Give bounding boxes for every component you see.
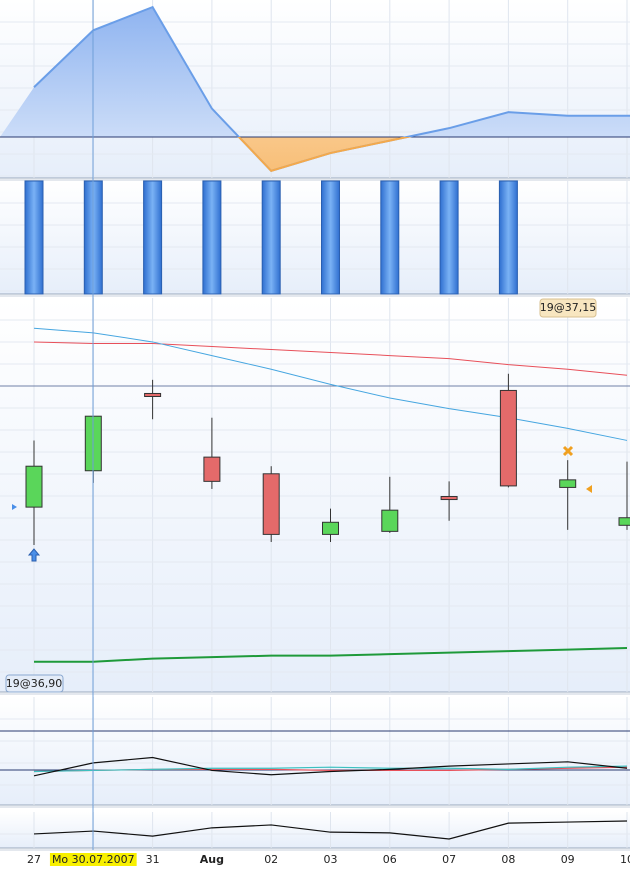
- bar: [498, 180, 518, 295]
- candle-body: [618, 517, 630, 526]
- area-line-negative: [237, 137, 412, 173]
- triangle-marker: [586, 485, 592, 493]
- bar: [261, 180, 281, 295]
- candle-body: [203, 456, 221, 482]
- candle-body: [440, 496, 458, 501]
- x-tick-label: Mo 30.07.2007: [52, 853, 135, 866]
- bar: [380, 180, 400, 295]
- area-positive: [0, 7, 630, 138]
- crosshair-label-box: [49, 853, 137, 866]
- x-tick-label: 06: [383, 853, 397, 866]
- candle-body: [499, 389, 517, 487]
- price-tag-box: [539, 298, 597, 318]
- pane: [0, 298, 630, 692]
- price-tag-box: [5, 674, 64, 693]
- bar: [143, 180, 163, 295]
- bar: [202, 180, 222, 295]
- x-tick-label: 27: [27, 853, 41, 866]
- series-line: [33, 756, 628, 777]
- price-tag: 19@37,15: [540, 301, 597, 314]
- candle-body: [381, 509, 399, 532]
- panes: [0, 0, 630, 851]
- pane: [0, 181, 630, 294]
- bar: [24, 180, 44, 295]
- series-line: [33, 327, 628, 441]
- triangle-marker: [12, 504, 17, 510]
- candle-body: [25, 465, 43, 508]
- buy-arrow: [27, 548, 41, 562]
- x-tick-label: 07: [442, 853, 456, 866]
- series-line: [33, 820, 628, 840]
- x-tick-label: 31: [146, 853, 160, 866]
- x-tick-label: 02: [264, 853, 278, 866]
- price-tag: 19@36,90: [6, 677, 63, 690]
- series-line: [33, 341, 628, 376]
- marks: [0, 5, 630, 840]
- x-marker: [562, 445, 574, 457]
- x-tick-label: Aug: [200, 853, 224, 866]
- candle-body: [144, 392, 162, 398]
- area-negative: [0, 137, 630, 171]
- series-line: [34, 647, 628, 663]
- candle-body: [559, 479, 577, 488]
- bar: [321, 180, 340, 295]
- candle-body: [262, 473, 280, 535]
- pane: [0, 697, 630, 805]
- x-tick-label: 03: [324, 853, 338, 866]
- x-tick-label: 09: [561, 853, 575, 866]
- candle-body: [322, 521, 339, 535]
- x-tick-label: 08: [501, 853, 515, 866]
- bar: [439, 180, 459, 295]
- x-tick-label: 10: [620, 853, 630, 866]
- series-line: [33, 765, 628, 773]
